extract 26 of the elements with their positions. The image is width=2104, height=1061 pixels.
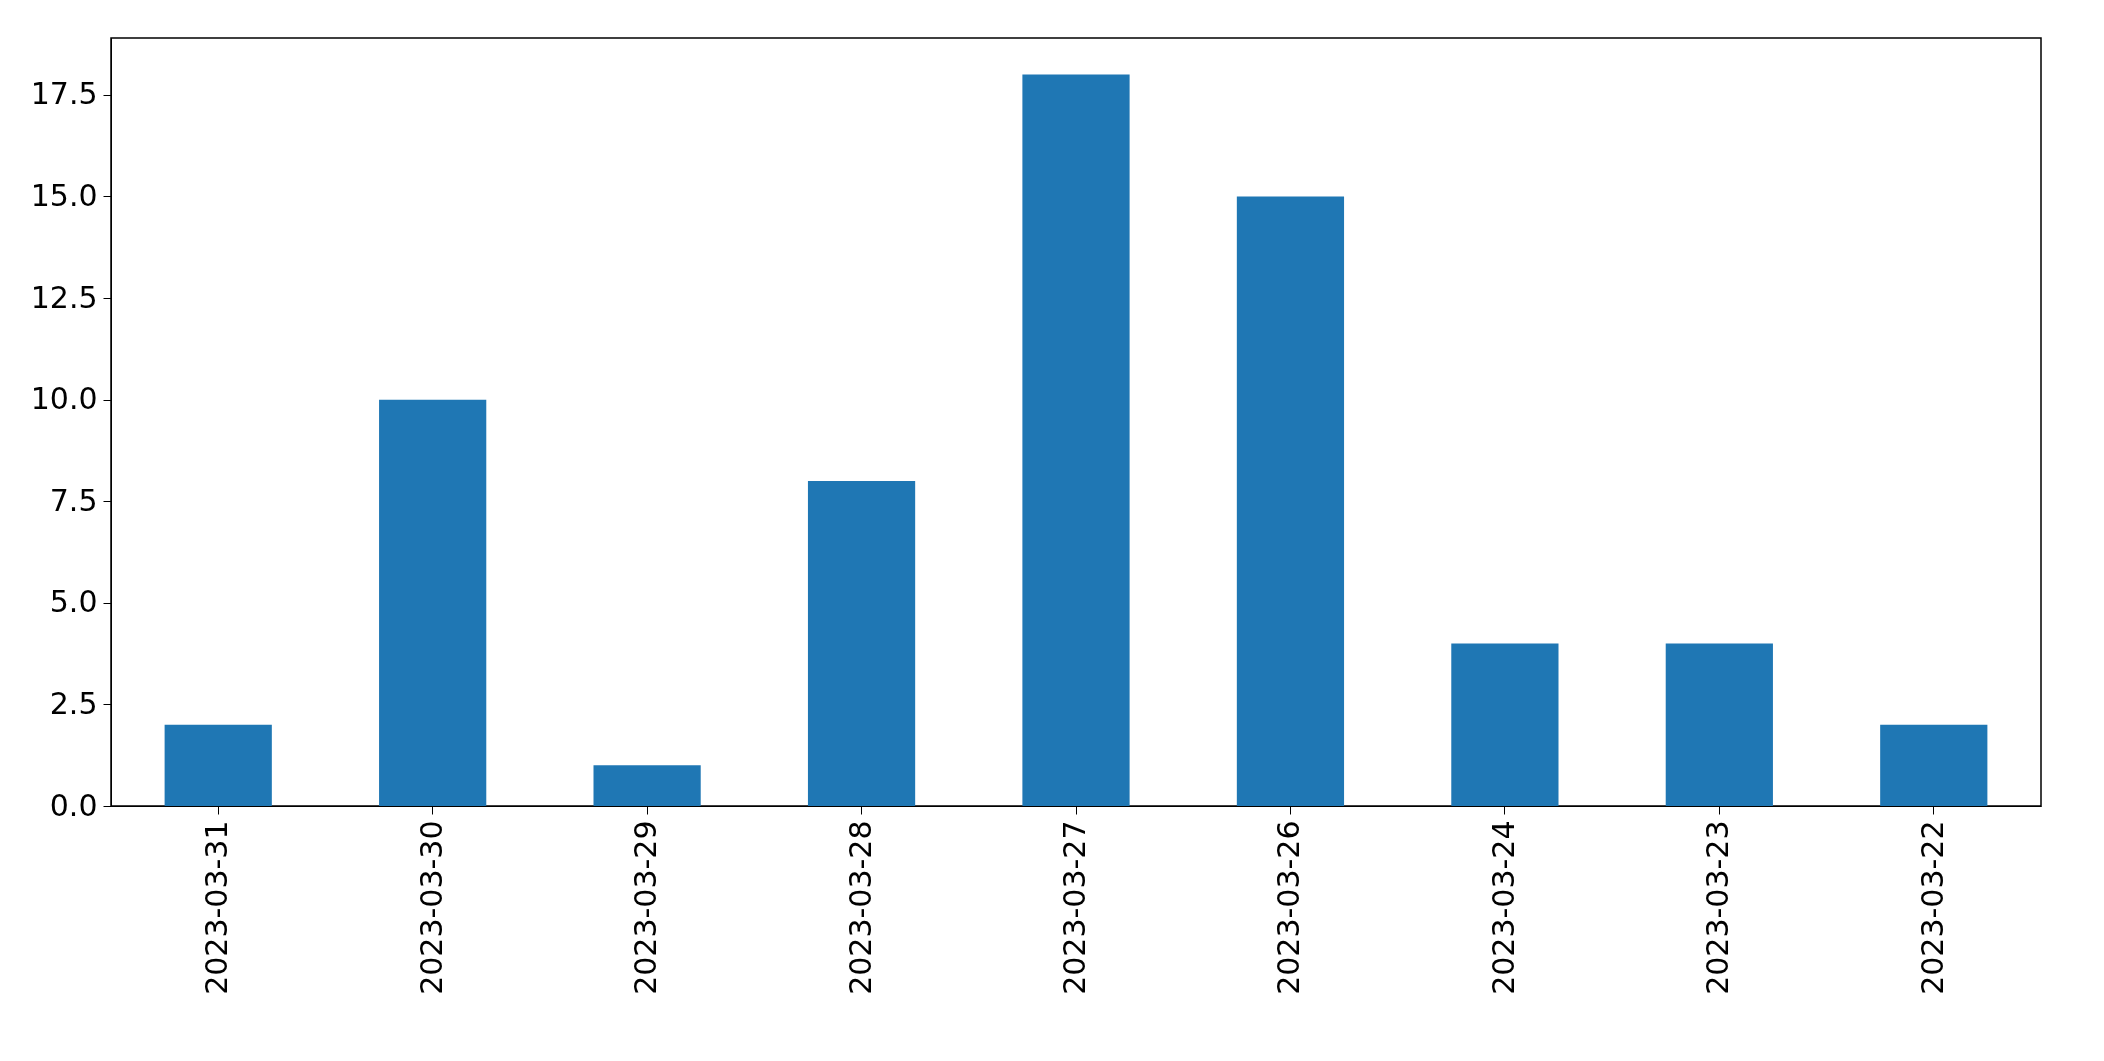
x-tick-label: 2023-03-23 bbox=[1700, 820, 1736, 995]
bar bbox=[1236, 196, 1345, 806]
y-tick-label: 7.5 bbox=[49, 482, 98, 518]
x-tick-label: 2023-03-27 bbox=[1057, 820, 1092, 995]
x-tick-label: 2023-03-31 bbox=[199, 820, 235, 995]
y-tick-label: 10.0 bbox=[30, 381, 98, 417]
bar bbox=[593, 765, 701, 806]
y-tick-label: 17.5 bbox=[30, 76, 98, 112]
y-tick-label: 2.5 bbox=[49, 685, 98, 721]
bar bbox=[1665, 643, 1773, 806]
x-tick-label: 2023-03-29 bbox=[628, 820, 664, 995]
bar bbox=[164, 724, 272, 806]
bar bbox=[1451, 643, 1559, 806]
y-tick-label: 5.0 bbox=[49, 584, 98, 620]
x-tick-label: 2023-03-22 bbox=[1914, 820, 1950, 995]
x-tick-label: 2023-03-30 bbox=[413, 820, 449, 995]
x-tick-label: 2023-03-28 bbox=[842, 820, 878, 995]
bar bbox=[1880, 724, 1988, 806]
x-tick-label: 2023-03-26 bbox=[1271, 820, 1307, 995]
bar bbox=[1022, 74, 1130, 806]
bar bbox=[379, 399, 487, 806]
y-tick-label: 0.0 bbox=[49, 787, 98, 823]
x-tick-label: 2023-03-24 bbox=[1485, 820, 1521, 995]
y-tick-label: 15.0 bbox=[30, 177, 98, 213]
bar bbox=[807, 480, 916, 806]
y-tick-label: 12.5 bbox=[30, 279, 98, 315]
